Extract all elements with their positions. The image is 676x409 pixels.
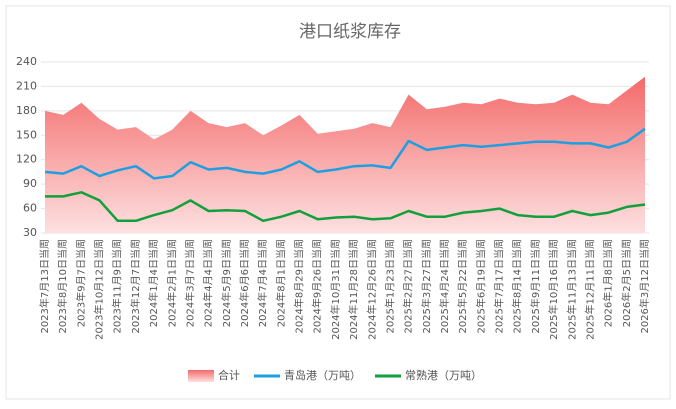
x-tick-label: 2023年8月10日当周 [56, 239, 69, 334]
y-tick-label: 210 [16, 79, 37, 92]
x-tick-label: 2025年9月11日当周 [529, 239, 542, 334]
x-tick-label: 2025年12月11日当周 [583, 239, 596, 340]
x-tick-label: 2024年8月29日当周 [293, 239, 306, 334]
y-tick-label: 150 [16, 128, 37, 141]
x-tick-label: 2024年5月9日当周 [220, 239, 233, 327]
x-tick-label: 2026年3月12日当周 [638, 239, 651, 334]
x-tick-label: 2026年1月8日当周 [602, 239, 615, 327]
x-tick-label: 2024年10月31日当周 [329, 239, 342, 340]
x-tick-label: 2025年4月24日当周 [438, 239, 451, 334]
x-tick-label: 2024年2月1日当周 [165, 239, 178, 327]
x-tick-label: 2025年8月14日当周 [511, 239, 524, 334]
x-tick-label: 2025年11月13日当周 [565, 239, 578, 340]
x-tick-label: 2023年11月9日当周 [111, 239, 124, 334]
y-tick-label: 90 [23, 177, 37, 190]
x-tick-label: 2024年12月26日当周 [365, 239, 378, 340]
y-tick-label: 30 [23, 226, 37, 239]
area [45, 76, 645, 233]
x-tick-label: 2023年12月7日当周 [129, 239, 142, 334]
x-tick-label: 2025年5月22日当周 [456, 239, 469, 334]
x-tick-label: 2025年1月23日当周 [383, 239, 396, 334]
x-tick-label: 2024年11月28日当周 [347, 239, 360, 340]
chart-title: 港口纸浆库存 [299, 22, 401, 42]
x-tick-label: 2023年10月12日当周 [93, 239, 106, 340]
line [45, 191, 646, 223]
x-tick-label: 2024年6月6日当周 [238, 239, 251, 327]
x-tick-label: 2024年1月4日当周 [147, 239, 160, 327]
x-tick-label: 2025年6月19日当周 [474, 239, 487, 334]
x-tick-label: 2025年7月17日当周 [493, 239, 506, 334]
x-tick-label: 2025年2月27日当周 [402, 239, 415, 334]
legend-label: 合计 [218, 368, 240, 382]
x-tick-label: 2024年4月4日当周 [202, 239, 215, 327]
x-tick-label: 2025年10月16日当周 [547, 239, 560, 340]
x-tick-label: 2024年9月26日当周 [311, 239, 324, 334]
x-tick-label: 2025年3月27日当周 [420, 239, 433, 334]
line [44, 127, 646, 180]
y-tick-label: 120 [16, 153, 37, 166]
frame [5, 5, 671, 400]
x-tick-label: 2026年2月5日当周 [620, 239, 633, 327]
y-tick-label: 60 [23, 202, 37, 215]
legend-label: 常熟港（万吨） [405, 368, 482, 382]
x-tick-label: 2024年7月4日当周 [256, 239, 269, 327]
x-tick-label: 2024年3月7日当周 [183, 239, 196, 327]
x-tick-label: 2024年8月1日当周 [274, 239, 287, 327]
x-tick-label: 2023年7月13日当周 [38, 239, 51, 334]
x-tick-label: 2023年9月7日当周 [74, 239, 87, 327]
legend-swatch [188, 370, 214, 382]
y-tick-label: 240 [16, 55, 37, 68]
legend-label: 青岛港（万吨） [284, 368, 361, 382]
y-tick-label: 180 [16, 104, 37, 117]
